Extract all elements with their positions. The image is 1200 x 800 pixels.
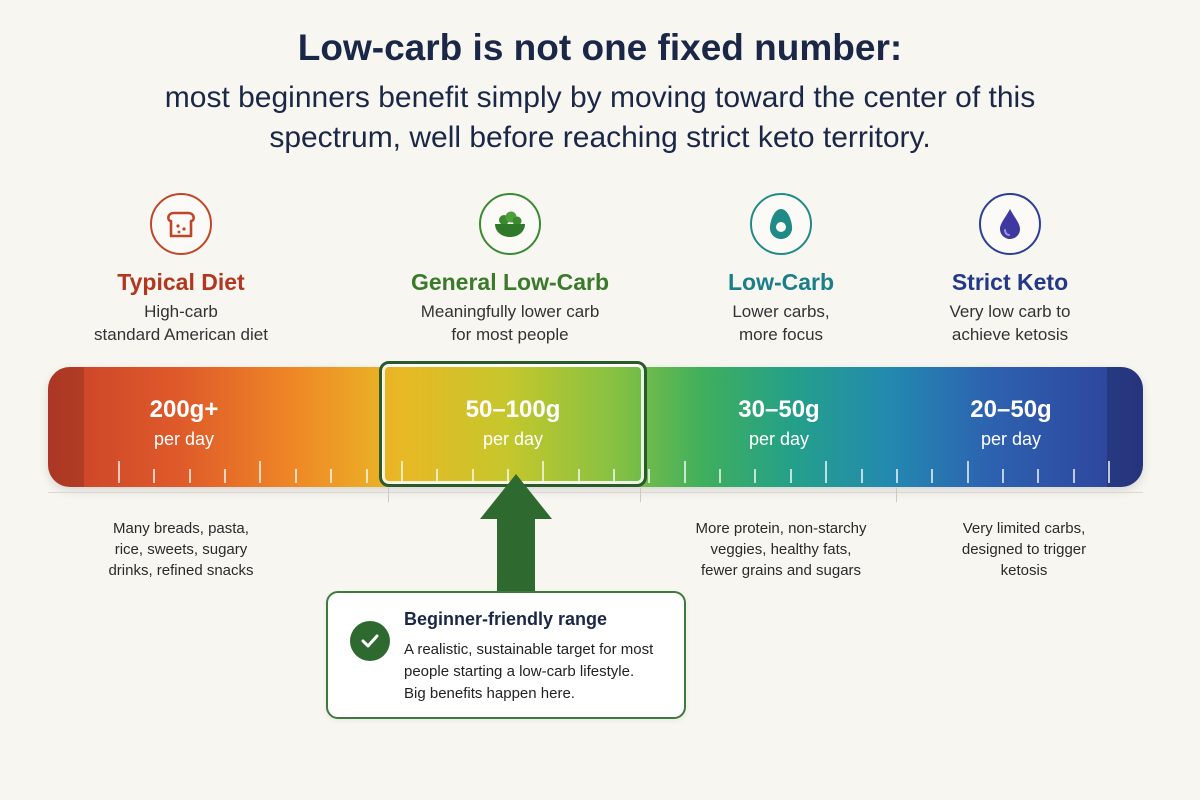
- note-strict-keto: Very limited carbs, designed to trigger …: [909, 518, 1139, 581]
- bread-icon: [150, 193, 212, 255]
- scale-tick: [931, 469, 934, 483]
- scale-tick: [224, 469, 227, 483]
- category-name: Typical Diet: [117, 269, 245, 295]
- category-desc: Very low carb to achieve ketosis: [880, 300, 1140, 346]
- avocado-icon: [750, 193, 812, 255]
- page-subtitle: most beginners benefit simply by moving …: [164, 81, 1036, 154]
- scale-tick: [789, 469, 792, 483]
- bar-end-left: [48, 367, 84, 487]
- category-desc-line: for most people: [451, 325, 569, 344]
- beginner-range-highlight: [379, 361, 647, 487]
- category-low-carb: Low-Carb Lower carbs, more focus: [651, 193, 911, 346]
- scale-tick: [754, 469, 757, 483]
- scale-tick: [1108, 461, 1110, 483]
- gradient-bar: [48, 367, 1143, 487]
- note-line: drinks, refined snacks: [108, 562, 254, 579]
- scale-tick: [542, 461, 545, 483]
- note-line: fewer grains and sugars: [700, 562, 862, 579]
- callout-line: Big benefits happen here.: [404, 685, 575, 702]
- scale-tick: [577, 469, 580, 483]
- range-unit: per day: [482, 429, 544, 449]
- scale-tick: [259, 461, 262, 483]
- scale-tick: [188, 469, 191, 483]
- category-typical-diet: Typical Diet High-carb standard American…: [51, 193, 311, 346]
- scale-tick: [683, 461, 686, 483]
- category-desc-line: Lower carbs,: [732, 302, 830, 321]
- category-general-low-carb: General Low-Carb Meaningfully lower carb…: [380, 193, 640, 346]
- category-desc-line: High-carb: [144, 302, 218, 321]
- divider-tick: [640, 488, 641, 502]
- droplet-icon: [979, 193, 1041, 255]
- scale-tick: [860, 469, 863, 483]
- range-general-low-carb: 50–100g per day: [413, 395, 613, 451]
- scale-tick: [719, 469, 722, 483]
- range-amount: 30–50g: [738, 396, 820, 423]
- range-unit: per day: [153, 429, 215, 449]
- beginner-callout: Beginner-friendly range A realistic, sus…: [326, 591, 686, 719]
- scale-tick: [825, 461, 828, 483]
- carb-spectrum-bar: 200g+ per day 50–100g per day 30–50g per…: [48, 361, 1143, 487]
- up-arrow-icon: [480, 474, 552, 519]
- note-line: Very limited carbs,: [962, 520, 1086, 537]
- range-amount: 50–100g: [465, 396, 561, 423]
- category-desc-line: standard American diet: [94, 325, 268, 344]
- callout-line: people starting a low-carb lifestyle.: [404, 663, 635, 680]
- scale-tick: [613, 469, 615, 483]
- callout-body: A realistic, sustainable target for most…: [404, 639, 674, 705]
- scale-tick: [294, 469, 297, 483]
- scale-tick: [1072, 469, 1075, 483]
- category-desc-line: Meaningfully lower carb: [420, 302, 600, 321]
- scale-tick: [330, 469, 333, 483]
- category-strict-keto: Strict Keto Very low carb to achieve ket…: [880, 193, 1140, 346]
- category-desc-line: Very low carb to: [949, 302, 1071, 321]
- range-unit: per day: [748, 429, 810, 449]
- page-title: Low-carb is not one fixed number:: [297, 27, 903, 68]
- bar-end-right: [1107, 367, 1143, 487]
- category-name: Low-Carb: [727, 269, 835, 295]
- note-line: veggies, healthy fats,: [710, 541, 852, 558]
- scale-tick: [895, 469, 898, 483]
- category-name: General Low-Carb: [410, 269, 610, 295]
- category-name: Strict Keto: [951, 269, 1069, 295]
- range-amount: 200g+: [149, 396, 219, 423]
- range-unit: per day: [980, 429, 1042, 449]
- scale-tick: [436, 469, 439, 483]
- callout-title: Beginner-friendly range: [404, 609, 608, 629]
- range-amount: 20–50g: [970, 396, 1052, 423]
- scale-tick: [1001, 469, 1004, 483]
- note-line: designed to trigger: [961, 541, 1087, 558]
- note-line: More protein, non-starchy: [695, 520, 867, 537]
- scale-tick: [400, 461, 403, 483]
- scale-tick: [118, 461, 120, 483]
- range-low-carb: 30–50g per day: [679, 395, 879, 451]
- note-line: rice, sweets, sugary: [114, 541, 248, 558]
- header: Low-carb is not one fixed number: most b…: [0, 24, 1200, 158]
- scale-tick: [471, 469, 474, 483]
- scale-tick: [365, 469, 368, 483]
- scale-tick: [648, 469, 651, 483]
- note-low-carb: More protein, non-starchy veggies, healt…: [666, 518, 896, 581]
- scale-tick: [966, 461, 969, 483]
- arrow-stem: [497, 515, 535, 595]
- scale-tick: [1037, 469, 1040, 483]
- note-line: ketosis: [1000, 562, 1048, 579]
- divider-tick: [896, 488, 897, 502]
- category-desc: Meaningfully lower carb for most people: [380, 300, 640, 346]
- category-desc-line: achieve ketosis: [951, 325, 1069, 344]
- category-desc-line: more focus: [738, 325, 824, 344]
- salad-bowl-icon: [479, 193, 541, 255]
- category-desc: Lower carbs, more focus: [651, 300, 911, 346]
- checkmark-icon: [350, 621, 390, 661]
- divider-tick: [388, 488, 389, 502]
- category-desc: High-carb standard American diet: [51, 300, 311, 346]
- note-line: Many breads, pasta,: [113, 520, 249, 537]
- range-strict-keto: 20–50g per day: [911, 395, 1111, 451]
- scale-tick: [153, 469, 156, 483]
- note-typical-diet: Many breads, pasta, rice, sweets, sugary…: [66, 518, 296, 581]
- divider-line: [48, 492, 1143, 493]
- callout-line: A realistic, sustainable target for most: [404, 641, 654, 658]
- range-typical: 200g+ per day: [84, 395, 284, 451]
